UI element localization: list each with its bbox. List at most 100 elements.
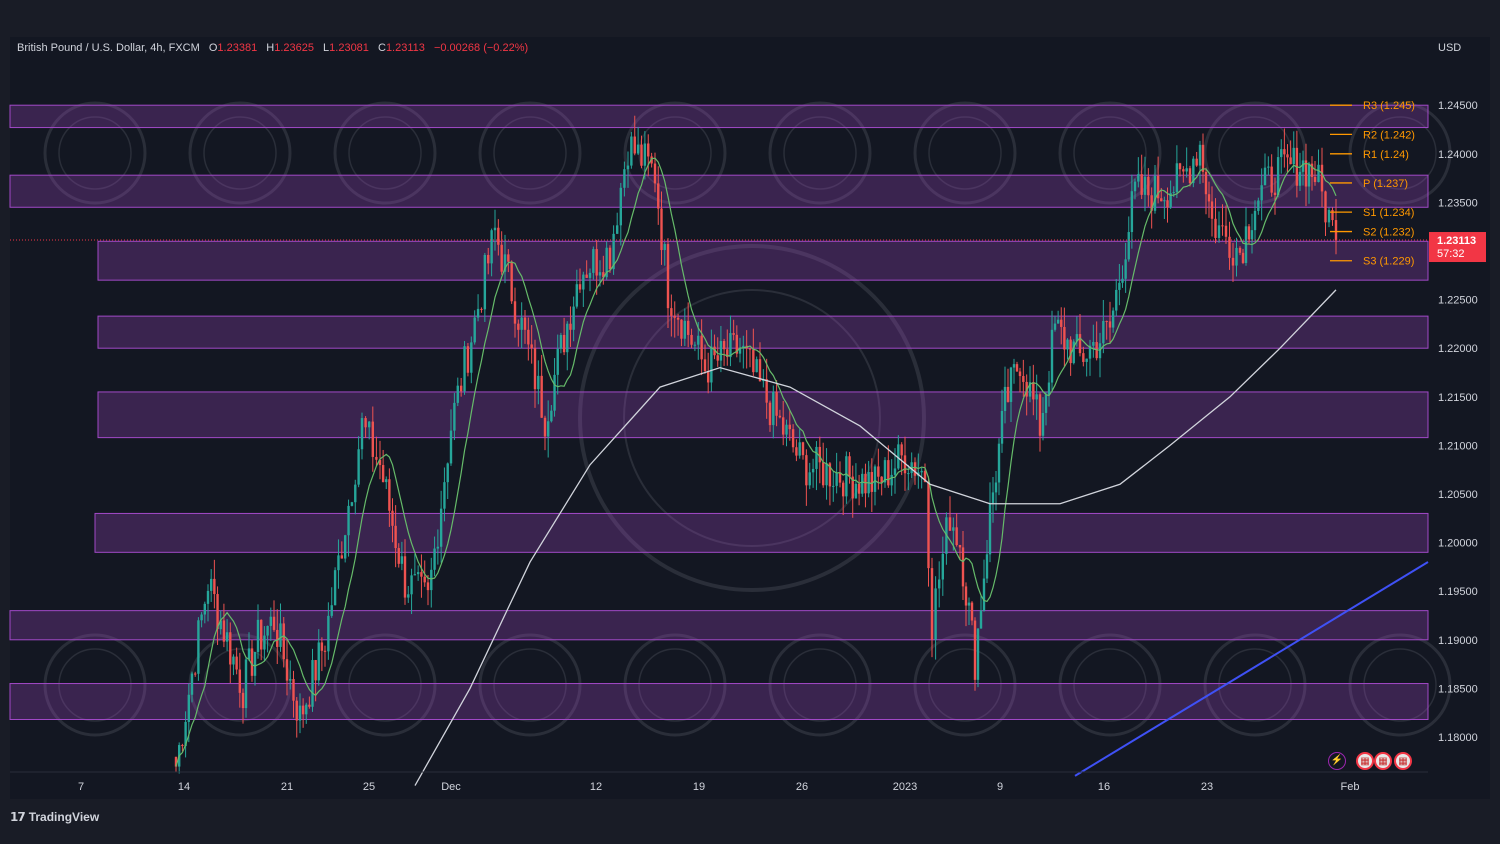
candle-body [964,586,968,606]
candle-body [378,459,382,466]
candle-body [719,341,723,361]
candle-body [1102,320,1105,344]
candle-body [710,346,713,383]
candle-body [1286,154,1289,158]
candle-body [354,484,357,503]
pivot-label: P (1.237) [1363,178,1408,190]
candle-body [1192,158,1195,184]
candle-body [961,547,965,587]
candle-body [1210,201,1214,219]
candle-body [907,473,910,475]
tradingview-logo[interactable]: 𝟭𝟳 TradingView [10,810,99,824]
candle-body [605,247,608,278]
price-tag-box [1429,232,1486,263]
candle-body [955,527,958,545]
watermark-seal [188,101,292,205]
candle-body [1124,259,1127,279]
candle-body [798,442,801,456]
candle-body [1012,364,1016,368]
candle-body [828,463,832,487]
candle-body [1018,371,1022,377]
candle-body [225,632,229,642]
candle-body [1244,226,1248,263]
candle-body [209,578,213,591]
candle-body [1235,247,1238,266]
candle-body [663,244,666,251]
candle-body [726,349,729,358]
candle-body [1320,164,1324,192]
watermark-seal-ring [638,648,712,722]
pivot-layer: R3 (1.245) R2 (1.242) R1 (1.24) P (1.237) S1… [10,100,1428,268]
candle-body [301,705,305,715]
y-tick-label: 1.20000 [1438,538,1478,550]
candle-body [200,614,203,621]
candle-body [187,694,190,722]
candle-body [1108,321,1112,328]
candle-body [1153,175,1157,211]
candle-body [1169,193,1172,208]
candle-body [1331,210,1334,221]
candle-body [298,705,302,721]
brand-label: TradingView [28,810,100,824]
us-flag-icon[interactable]: ▦ [1356,752,1374,770]
lightning-icon[interactable]: ⚡ [1328,752,1346,770]
candle-body [1121,278,1124,283]
candle-body [480,308,483,310]
candle-body [941,553,944,580]
close-value: 1.23113 [385,42,425,54]
candle-body [758,359,762,382]
candle-body [540,375,543,418]
us-flag-icon[interactable]: ▦ [1374,752,1392,770]
candle-body [588,272,592,278]
candle-body [394,525,397,549]
candle-body [459,385,463,392]
candle-body [854,483,858,499]
candle-body [666,244,670,309]
candle-body [1047,382,1051,395]
candle-body [483,254,487,310]
candle-body [357,449,360,485]
candle-body [203,603,206,615]
watermark-seal [333,101,437,205]
candle-body [436,546,440,549]
watermark-seal-ring [1363,116,1437,190]
candle-body [1053,323,1057,330]
candle-body [578,284,582,290]
watermark-seal-ring [1218,648,1292,722]
candle-body [456,385,459,403]
candle-body [861,473,864,494]
x-tick-label: 14 [178,781,190,793]
candle-body [1267,166,1270,168]
x-tick-label: 23 [1201,781,1213,793]
zone-layer [9,104,1429,721]
price-tag-value: 1.23113 [1437,235,1476,247]
candle-body [1147,176,1150,196]
candle-body [585,274,588,278]
trendline-layer [1074,561,1429,777]
candle-body [991,492,995,504]
us-flag-icon[interactable]: ▦ [1394,752,1412,770]
candle-body [476,308,480,318]
candle-body [250,648,254,676]
candle-body [466,346,470,373]
candle-body [967,602,971,606]
candle-body [1082,353,1085,362]
candle-body [407,594,410,598]
candle-body [703,359,707,372]
candle-body [1022,376,1025,382]
candle-body [647,143,650,157]
candle-body [976,628,980,680]
watermark-seal-ring [928,648,1002,722]
candle-body [1009,367,1013,402]
candle-body [1307,163,1311,187]
axis-layer: 1.18000 1.18500 1.19000 1.19500 1.20000 1.205… [10,100,1486,793]
candle-body [416,572,420,575]
candle-body [845,456,848,497]
candle-body [870,472,874,492]
candle-body [470,342,473,373]
candle-body [520,317,523,330]
candle-body [360,418,364,450]
watermark-seal [913,101,1017,205]
candle-body [643,143,647,166]
